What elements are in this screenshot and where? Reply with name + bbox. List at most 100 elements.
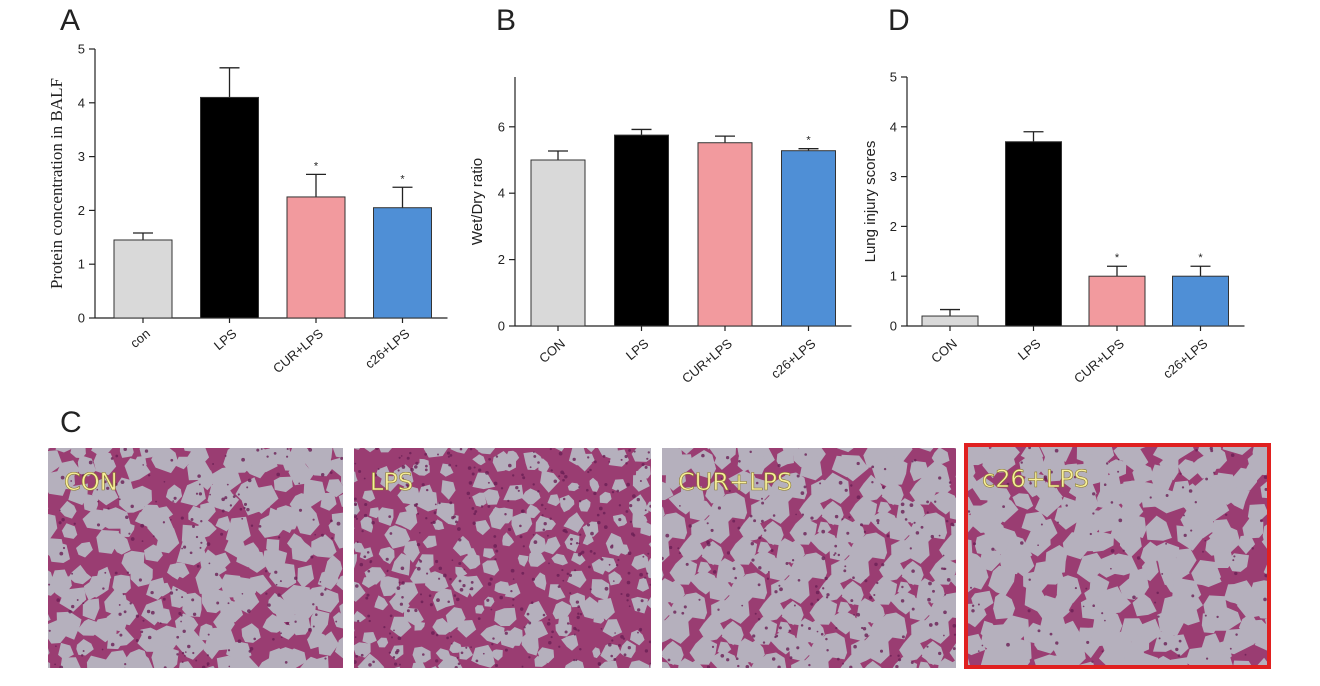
cell-nucleus <box>940 567 944 570</box>
cell-nucleus <box>424 453 428 456</box>
alveolar-space <box>1105 459 1127 478</box>
cell-nucleus <box>952 523 955 527</box>
cell-nucleus <box>398 581 401 584</box>
alveolar-space <box>579 596 603 619</box>
alveolar-space <box>563 512 585 533</box>
cell-nucleus <box>833 554 836 556</box>
cell-nucleus <box>284 661 288 664</box>
cell-nucleus <box>258 525 262 528</box>
alveolar-space <box>760 520 784 546</box>
cell-nucleus <box>493 481 498 486</box>
alveolar-space <box>919 448 934 452</box>
cell-nucleus <box>163 666 167 668</box>
alveolar-space <box>1238 534 1256 555</box>
cell-nucleus <box>808 627 811 630</box>
cell-nucleus <box>760 497 764 500</box>
alveolar-space <box>1022 529 1051 557</box>
cell-nucleus <box>706 522 709 525</box>
cell-nucleus <box>118 498 121 501</box>
cell-nucleus <box>537 490 540 493</box>
cell-nucleus <box>152 535 155 538</box>
cell-nucleus <box>363 513 368 518</box>
cell-nucleus <box>140 630 144 634</box>
alveolar-space <box>679 534 705 562</box>
alveolar-space <box>1047 655 1072 667</box>
alveolar-space <box>859 532 888 560</box>
cell-nucleus <box>1037 544 1039 547</box>
cell-nucleus <box>637 631 639 634</box>
cell-nucleus <box>835 626 838 630</box>
cell-nucleus <box>312 518 315 521</box>
alveolar-space <box>662 599 674 622</box>
panel-b-y-tick-label: 4 <box>498 186 505 201</box>
cell-nucleus <box>825 637 828 641</box>
cell-nucleus <box>683 605 687 609</box>
cell-nucleus <box>123 610 127 614</box>
alveolar-space <box>364 448 377 453</box>
alveolar-space <box>1161 657 1188 667</box>
cell-nucleus <box>720 477 723 480</box>
cell-nucleus <box>837 553 841 557</box>
cell-nucleus <box>641 463 645 467</box>
cell-nucleus <box>568 573 573 577</box>
cell-nucleus <box>389 614 393 618</box>
cell-nucleus <box>938 534 941 537</box>
panel-a-y-tick-label: 5 <box>78 42 85 57</box>
cell-nucleus <box>810 602 814 606</box>
cell-nucleus <box>182 629 186 633</box>
cell-nucleus <box>61 518 65 522</box>
cell-nucleus <box>836 657 840 661</box>
cell-nucleus <box>280 632 282 635</box>
cell-nucleus <box>329 471 333 474</box>
cell-nucleus <box>942 554 945 557</box>
alveolar-space <box>879 612 908 640</box>
cell-nucleus <box>260 448 263 450</box>
cell-nucleus <box>1209 446 1214 451</box>
cell-nucleus <box>633 450 636 453</box>
cell-nucleus <box>946 578 951 582</box>
cell-nucleus <box>911 569 915 573</box>
cell-nucleus <box>150 610 155 615</box>
panel-d-significance-mark: * <box>1115 252 1120 264</box>
alveolar-space <box>689 497 714 522</box>
alveolar-space <box>48 661 51 668</box>
cell-nucleus <box>573 626 577 630</box>
cell-nucleus <box>701 453 705 458</box>
cell-nucleus <box>876 521 880 525</box>
alveolar-space <box>1162 445 1195 461</box>
cell-nucleus <box>648 640 651 644</box>
alveolar-space <box>86 575 111 598</box>
alveolar-space <box>472 472 496 490</box>
cell-nucleus <box>575 658 578 662</box>
cell-nucleus <box>1216 615 1219 619</box>
alveolar-space <box>258 653 287 668</box>
cell-nucleus <box>815 590 820 595</box>
cell-nucleus <box>558 451 563 456</box>
alveolar-space <box>1214 658 1234 667</box>
alveolar-space <box>567 482 581 492</box>
cell-nucleus <box>586 488 589 492</box>
alveolar-space <box>1254 622 1269 652</box>
cell-nucleus <box>626 580 631 585</box>
cell-nucleus <box>248 649 252 653</box>
cell-nucleus <box>911 460 914 463</box>
cell-nucleus <box>1103 483 1107 486</box>
cell-nucleus <box>816 630 819 633</box>
alveolar-space <box>288 608 311 636</box>
cell-nucleus <box>256 448 260 452</box>
cell-nucleus <box>1020 461 1023 464</box>
cell-nucleus <box>1205 657 1209 660</box>
cell-nucleus <box>1049 470 1053 474</box>
cell-nucleus <box>849 665 853 668</box>
cell-nucleus <box>726 551 731 555</box>
cell-nucleus <box>195 535 199 539</box>
alveolar-space <box>909 597 934 622</box>
cell-nucleus <box>523 626 526 629</box>
cell-nucleus <box>372 660 375 664</box>
cell-nucleus <box>425 488 429 492</box>
cell-nucleus <box>494 663 499 668</box>
cell-nucleus <box>620 592 623 596</box>
cell-nucleus <box>221 509 225 513</box>
cell-nucleus <box>589 550 593 553</box>
